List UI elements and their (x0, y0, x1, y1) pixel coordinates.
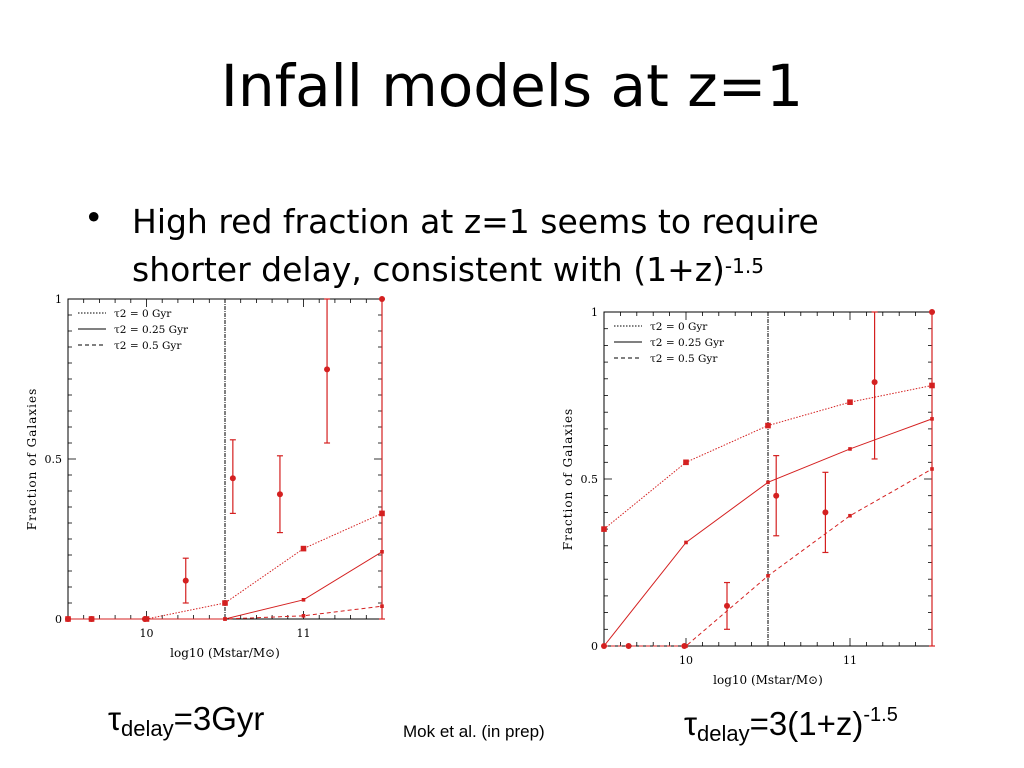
left-y-tick-label: 0 (55, 613, 62, 626)
right-y-tick-label: 0.5 (581, 473, 599, 486)
right-data-point (929, 309, 935, 315)
left-x-tick-label: 11 (297, 627, 311, 640)
right-x-tick-label: 11 (843, 654, 857, 667)
left-data-point (276, 491, 283, 498)
right-legend-label: τ2 = 0 Gyr (650, 321, 708, 333)
right-series-marker (684, 540, 688, 545)
left-x-tick-label: 10 (140, 627, 154, 640)
left-frame (67, 298, 383, 620)
left-series-marker (380, 604, 384, 608)
right-y-axis-label: Fraction of Galaxies (561, 408, 575, 550)
caption-right-rest: =3(1+z) (749, 705, 864, 742)
bullet-exponent: -1.5 (724, 254, 764, 278)
right-legend-label: τ2 = 0.5 Gyr (650, 353, 718, 365)
left-series-line (68, 512, 383, 620)
left-legend-label: τ2 = 0 Gyr (114, 308, 172, 320)
bullet-text: High red fraction at z=1 seems to requir… (132, 198, 932, 294)
right-series-line (603, 384, 933, 530)
right-series-marker (601, 526, 607, 532)
left-series-marker (66, 617, 70, 621)
left-legend-label: τ2 = 0.5 Gyr (114, 340, 182, 352)
left-series-marker (88, 616, 95, 622)
right-series-marker (848, 447, 852, 451)
left-y-tick-label: 1 (55, 293, 62, 306)
bullet-marker: • (84, 198, 104, 237)
left-series-marker (301, 598, 306, 602)
left-series-marker (66, 617, 70, 621)
left-series-marker (300, 545, 307, 552)
left-data-point (65, 616, 71, 622)
left-series-marker (144, 617, 149, 621)
bullet-line-2: shorter delay, consistent with (1+z) (132, 250, 725, 289)
left-series-marker (222, 600, 228, 606)
right-data-point (681, 643, 688, 649)
right-y-tick-label: 1 (591, 306, 598, 319)
right-data-point (871, 379, 878, 386)
right-series-marker (602, 644, 606, 648)
right-series-line (603, 418, 933, 647)
caption-right-sub: delay (697, 721, 750, 746)
right-data-point (773, 492, 780, 499)
right-x-tick-label: 10 (679, 654, 693, 667)
left-series-marker (223, 617, 227, 621)
slide-title: Infall models at z=1 (220, 52, 804, 120)
left-data-point (229, 475, 236, 482)
left-series-marker (144, 617, 149, 621)
right-series-line (604, 468, 933, 647)
right-series-marker (684, 644, 688, 648)
left-series-marker (223, 617, 227, 621)
right-y-tick-label: 0 (591, 640, 598, 653)
right-series-marker (765, 422, 771, 429)
bullet-line-1: High red fraction at z=1 seems to requir… (132, 202, 819, 241)
left-data-point (324, 366, 331, 373)
right-series-marker (683, 459, 689, 466)
left-series-marker (301, 614, 306, 618)
right-series-marker (929, 382, 935, 389)
right-legend-label: τ2 = 0.25 Gyr (650, 337, 725, 349)
right-x-axis-label: log10 (Mstar/M⊙) (713, 673, 823, 687)
right-series-marker (848, 513, 852, 518)
caption-right-tau: τ (684, 705, 698, 742)
caption-right-exp: -1.5 (863, 704, 898, 726)
caption-left-rest: =3Gyr (173, 700, 265, 737)
right-data-point (822, 509, 829, 516)
left-series-line (68, 551, 383, 620)
left-y-tick-label: 0.5 (45, 453, 63, 466)
right-series-marker (602, 644, 606, 648)
caption-left-tau: τ (108, 700, 122, 737)
caption-left-sub: delay (121, 716, 174, 741)
left-series-marker (143, 616, 150, 622)
left-x-axis-label: log10 (Mstar/M⊙) (170, 646, 280, 660)
right-series-marker (766, 480, 770, 485)
right-series-marker (847, 399, 853, 405)
left-series-marker (379, 510, 385, 517)
right-series-marker (930, 417, 934, 421)
left-series-marker (380, 550, 384, 554)
left-data-point (141, 616, 148, 622)
caption-citation: Mok et al. (in prep) (403, 722, 545, 741)
left-y-axis-label: Fraction of Galaxies (25, 388, 39, 530)
right-series-marker (930, 467, 934, 471)
right-data-point (724, 602, 730, 609)
right-data-point (625, 643, 632, 649)
left-legend-label: τ2 = 0.25 Gyr (114, 324, 189, 336)
left-data-point (88, 616, 95, 622)
left-data-point (379, 296, 385, 302)
right-data-point (601, 643, 607, 649)
right-series-marker (766, 574, 770, 578)
right-frame (603, 311, 933, 647)
left-series-line (68, 605, 383, 620)
left-series-marker (65, 616, 71, 622)
caption-right: τdelay=3(1+z)-1.5 (684, 704, 898, 747)
caption-left: τdelay=3Gyr (108, 700, 264, 742)
left-data-point (182, 577, 189, 584)
